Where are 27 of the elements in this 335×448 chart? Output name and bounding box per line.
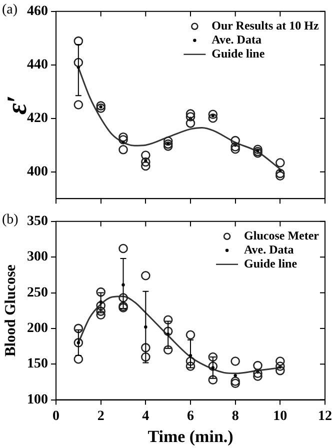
legend-label: Glucose Meter	[244, 228, 320, 242]
x-tick-label: 6	[187, 408, 194, 424]
y-tick-label: 460	[27, 4, 48, 20]
legend-label: Our Results at 10 Hz	[212, 18, 320, 32]
y-tick-label: 100	[27, 392, 48, 408]
y-tick-label: 200	[27, 321, 48, 336]
y-tick-label: 350	[27, 214, 48, 230]
text: (a)	[2, 2, 18, 18]
y-tick-label: 440	[27, 57, 48, 72]
x-tick-label: 8	[232, 408, 239, 424]
legend-label: Guide line	[212, 46, 266, 60]
y-axis-title: Blood Glucose	[2, 264, 19, 357]
x-tick-label: 4	[142, 408, 150, 424]
x-tick-label: 12	[318, 408, 332, 424]
text: (b)	[2, 212, 19, 228]
y-tick-label: 400	[27, 164, 48, 180]
x-tick-label: 2	[97, 408, 104, 424]
legend-label: Ave. Data	[212, 32, 262, 46]
legend-label: Guide line	[244, 256, 298, 270]
y-tick-label: 150	[27, 356, 48, 372]
x-tick-label: 0	[52, 408, 60, 424]
y-tick-label: 300	[27, 250, 48, 265]
legend-label: Ave. Data	[244, 242, 294, 256]
x-axis-title: Time (min.)	[148, 427, 234, 446]
y-tick-label: 250	[27, 285, 48, 300]
y-tick-label: 420	[27, 110, 48, 126]
x-tick-label: 10	[273, 408, 288, 424]
